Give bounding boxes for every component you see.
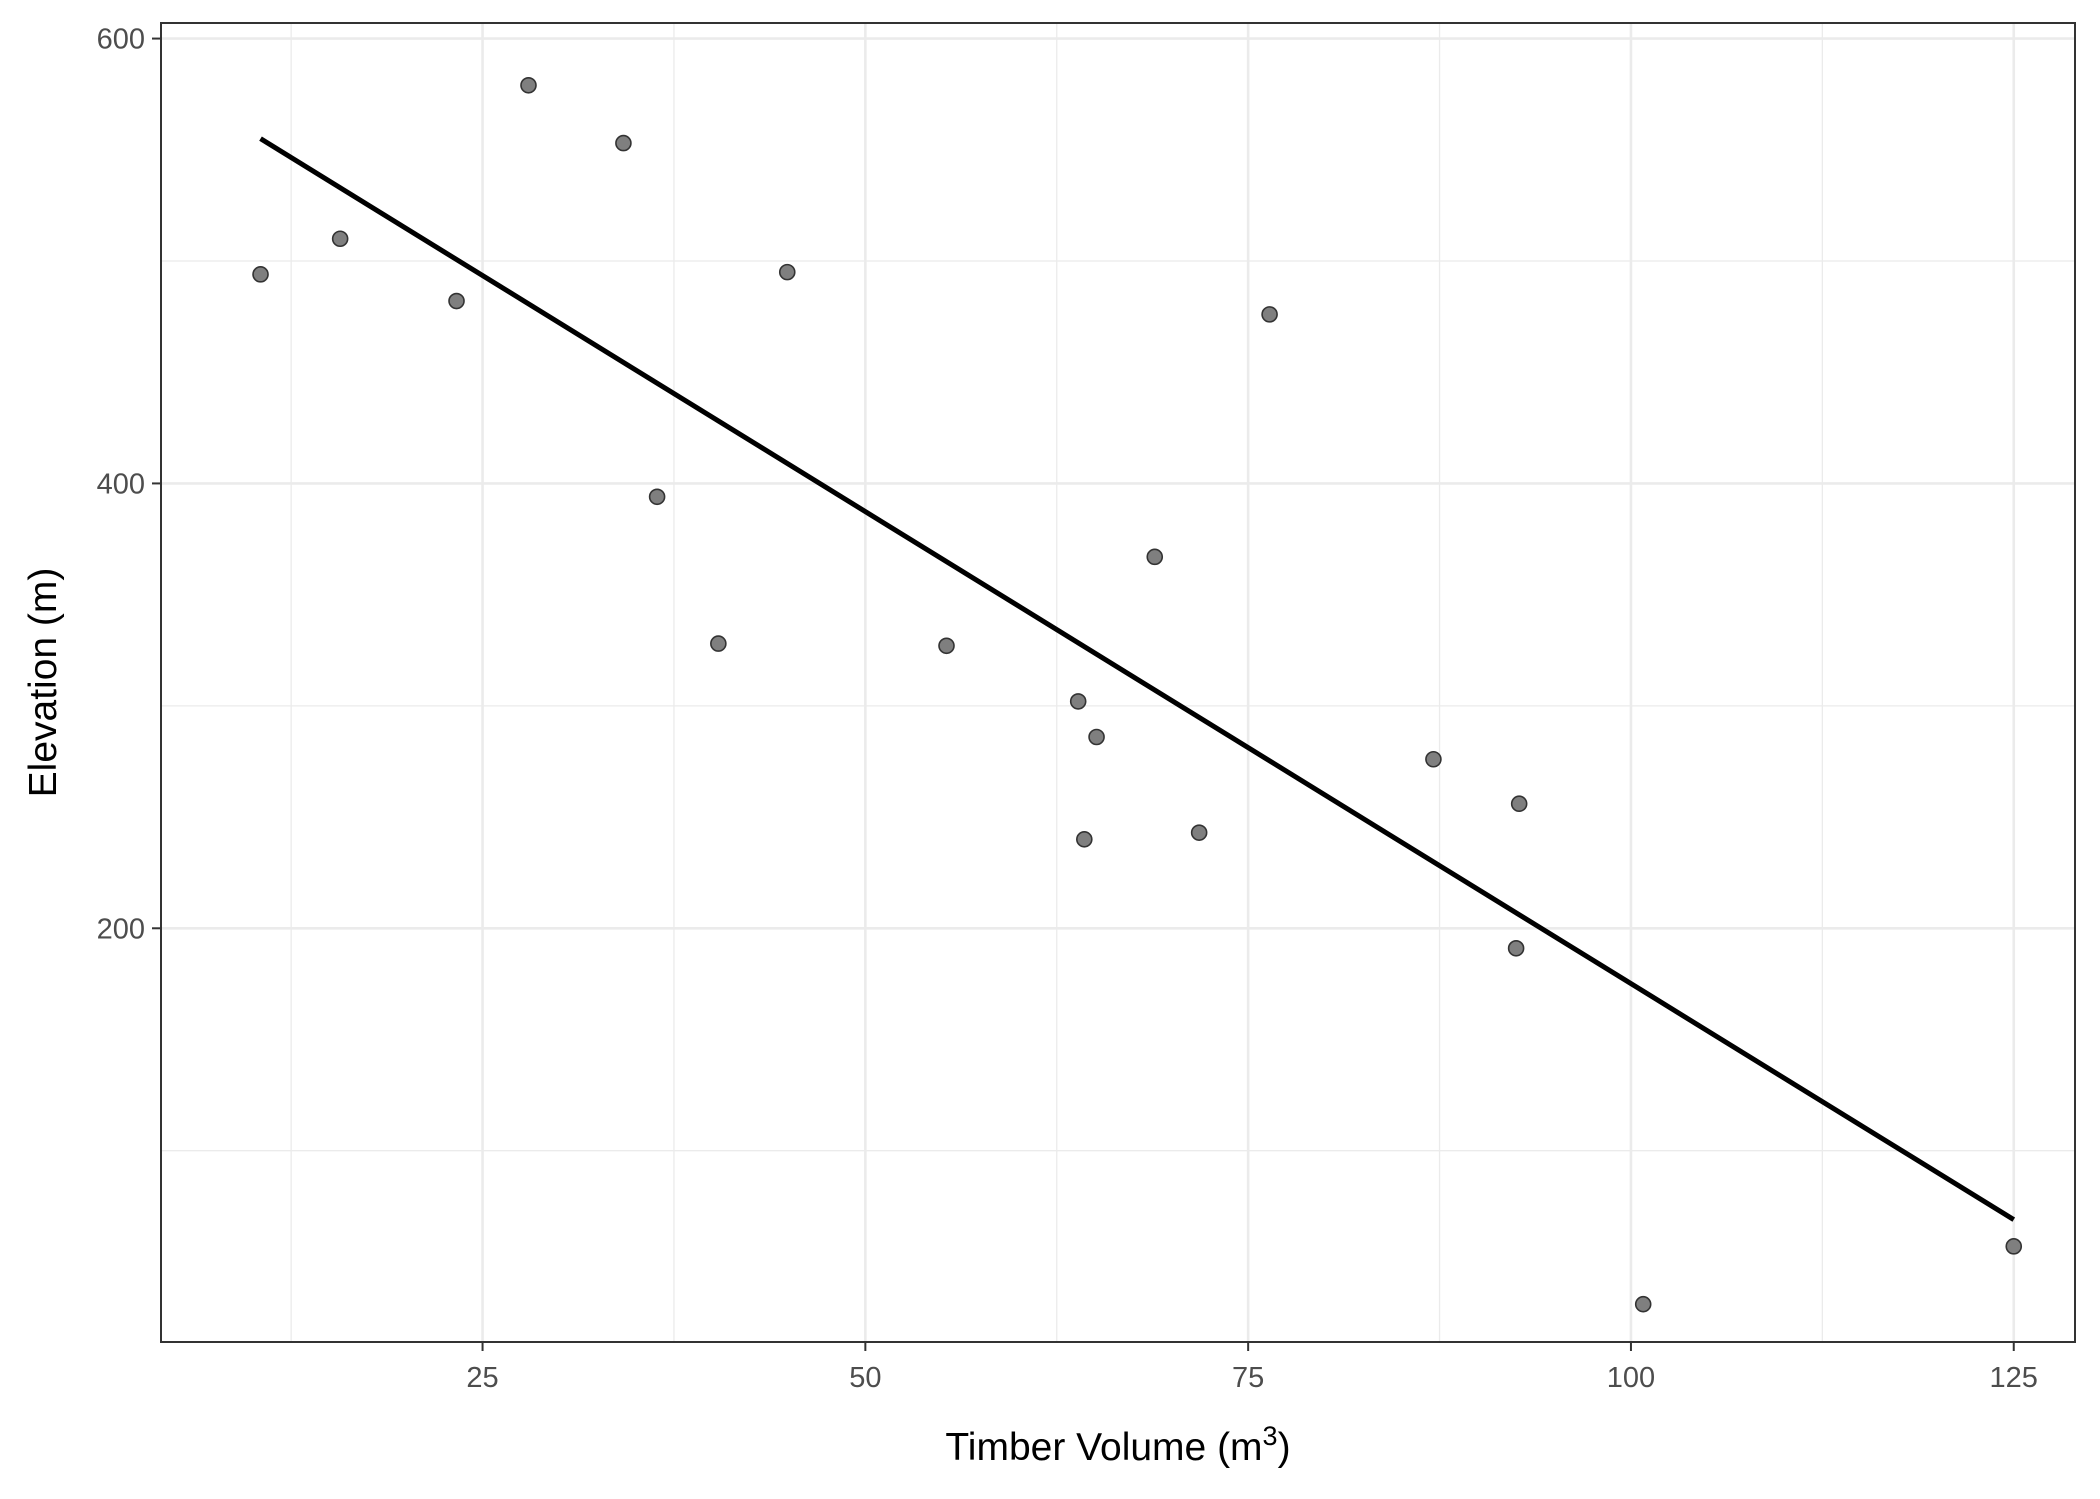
x-axis-title-close: ): [1278, 1426, 1291, 1469]
data-point: [615, 134, 632, 152]
y-tick-label: 400: [97, 468, 145, 500]
data-point: [1088, 728, 1105, 746]
data-point: [710, 635, 727, 652]
data-point: [1261, 306, 1278, 323]
data-point: [938, 637, 955, 655]
x-axis-title-text: Timber Volume (m: [945, 1426, 1262, 1469]
x-tick-label: 75: [1232, 1362, 1264, 1394]
y-axis-tick-labels: 200 400 600: [97, 24, 145, 946]
data-points: [252, 76, 2023, 1313]
y-tick-label: 600: [97, 24, 145, 56]
data-point: [778, 263, 796, 281]
data-point: [331, 230, 349, 248]
x-tick-label: 100: [1607, 1362, 1655, 1394]
x-axis-tick-labels: 25 50 75 100 125: [466, 1362, 2038, 1394]
minor-gridlines: [161, 23, 2075, 1342]
panel-border: [160, 22, 2076, 1343]
data-point: [252, 266, 269, 283]
data-point: [1146, 548, 1164, 566]
data-point: [1069, 693, 1087, 710]
y-tick-label: 200: [97, 913, 145, 945]
data-point: [1190, 824, 1208, 841]
x-axis-title: Timber Volume (m3): [945, 1421, 1290, 1469]
data-point: [648, 488, 666, 506]
x-tick-label: 25: [466, 1362, 498, 1394]
data-point: [1634, 1295, 1652, 1313]
data-point: [1510, 795, 1528, 813]
y-axis-title: Elevation (m): [22, 568, 65, 798]
data-point: [520, 76, 537, 94]
regression-line: [259, 136, 2016, 1222]
axis-ticks: [152, 37, 2015, 1351]
major-gridlines: [161, 23, 2075, 1342]
data-point: [2005, 1238, 2023, 1255]
x-tick-label: 50: [849, 1362, 881, 1394]
x-tick-label: 125: [1990, 1362, 2038, 1394]
data-point: [1076, 831, 1093, 848]
data-point: [1507, 940, 1525, 957]
data-point: [1425, 750, 1442, 768]
x-axis-title-superscript: 3: [1263, 1421, 1278, 1451]
data-point: [448, 292, 465, 310]
